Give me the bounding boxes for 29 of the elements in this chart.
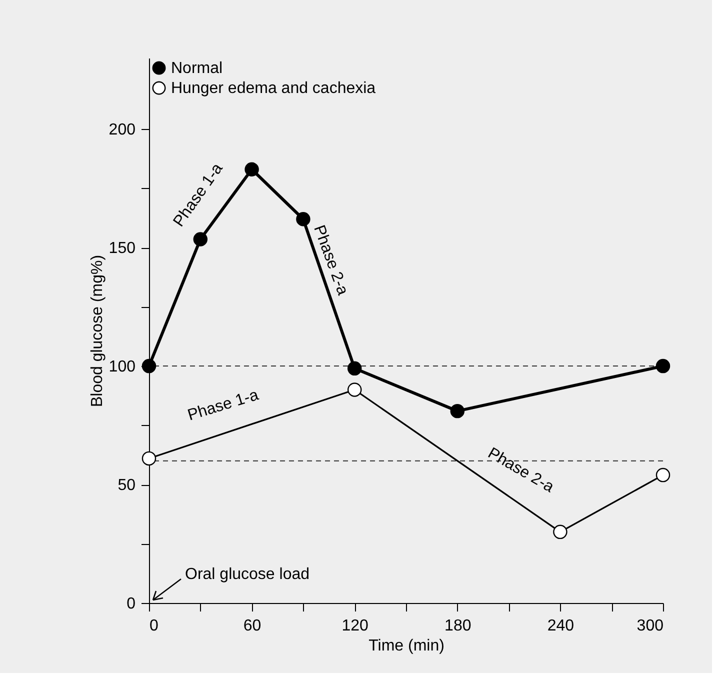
x-tick-label: 180 [444, 618, 472, 634]
annotation: Oral glucose load [185, 566, 310, 583]
y-tick-label: 200 [108, 122, 136, 139]
y-tick-label: 150 [108, 240, 136, 258]
x-axis-title: Time (min) [368, 638, 444, 654]
point [142, 358, 156, 374]
point [656, 468, 670, 482]
y-axis-title: Blood glucose (mg%) [88, 254, 106, 408]
point [142, 451, 156, 466]
annotation: Phase 1-a [186, 386, 261, 424]
x-tick-label: 60 [243, 618, 262, 634]
point [347, 361, 362, 376]
point [347, 382, 362, 397]
point [193, 232, 208, 246]
x-tick-label: 0 [150, 618, 158, 634]
y-tick-label: 50 [118, 477, 136, 494]
point [450, 404, 465, 418]
point [244, 162, 259, 176]
point [553, 524, 568, 540]
y-tick-label: 0 [126, 596, 136, 612]
point [656, 358, 670, 374]
x-tick-label: 300 [636, 618, 664, 634]
point [296, 212, 310, 226]
annotation: Phase 2-a [310, 222, 352, 298]
x-tick-label: 240 [547, 618, 574, 634]
legend-label: Hunger edema and cachexia [171, 80, 376, 97]
legend-label: Normal [171, 60, 223, 77]
y-tick-label: 100 [108, 358, 136, 376]
x-tick-label: 120 [342, 618, 369, 634]
